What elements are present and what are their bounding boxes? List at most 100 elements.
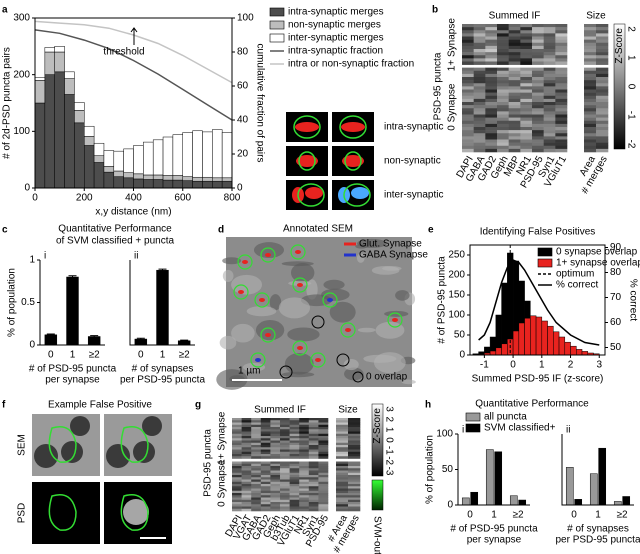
heatmap-cell <box>543 117 556 122</box>
chart-title: of SVM classified + puncta <box>56 236 175 247</box>
x-axis-label: # of PSD-95 puncta <box>450 524 538 535</box>
puncta <box>341 122 365 132</box>
heatmap-cell <box>318 497 329 501</box>
heatmap-cell <box>270 429 281 432</box>
heatmap-cell <box>348 497 361 501</box>
heatmap-cell <box>596 61 609 65</box>
heatmap-cell <box>232 493 242 496</box>
heatmap-cell <box>584 127 597 131</box>
heatmap-cell <box>348 477 361 480</box>
heatmap-cell <box>280 497 290 501</box>
heatmap-title: Summed IF <box>489 11 541 22</box>
heatmap-cell <box>508 133 521 137</box>
heatmap-cell <box>251 466 262 469</box>
heatmap-cell <box>348 490 361 494</box>
heatmap-cell <box>260 481 271 485</box>
heatmap-cell <box>473 114 486 118</box>
heatmap-cell <box>318 422 329 426</box>
heatmap-cell <box>543 24 556 28</box>
histogram-bar <box>44 74 55 189</box>
heatmap-cell <box>299 493 310 496</box>
histogram-bar <box>501 343 508 356</box>
y-tick-label: 200 <box>13 69 30 80</box>
error-bar <box>68 275 77 279</box>
legend-swatch <box>537 247 553 257</box>
sem-texture <box>231 274 263 295</box>
heatmap-cell <box>543 45 556 50</box>
heatmap-cell <box>497 139 509 143</box>
heatmap-cell <box>520 120 533 125</box>
heatmap-cell <box>270 440 281 444</box>
heatmap-cell <box>336 422 349 426</box>
heatmap-cell <box>241 493 252 496</box>
heatmap-cell <box>555 117 568 122</box>
heatmap-cell <box>241 479 252 483</box>
heatmap-cell <box>348 440 361 444</box>
sem-texture <box>356 238 387 249</box>
heatmap-cell <box>336 475 349 478</box>
image-label: intra-synaptic <box>384 122 443 133</box>
synapse-outline <box>233 284 249 300</box>
heatmap-cell <box>520 127 533 131</box>
heatmap-cell <box>520 133 533 137</box>
x-tick-label: ≥2 <box>616 510 627 521</box>
heatmap-cell <box>596 49 609 53</box>
y-axis-label: # of 2d-PSD puncta pairs <box>2 47 13 159</box>
heatmap-cell <box>299 502 310 505</box>
heatmap-cell <box>508 70 521 75</box>
heatmap-cell <box>473 145 486 150</box>
heatmap-cell <box>260 495 271 498</box>
x-tick-label: 0 <box>32 193 38 204</box>
heatmap-cell <box>584 27 597 31</box>
heatmap-cell <box>462 36 474 40</box>
heatmap-cell <box>473 36 486 40</box>
histogram-bar <box>547 325 554 356</box>
legend-label: optimum <box>556 269 594 280</box>
heatmap-cell <box>232 422 242 426</box>
heatmap-cell <box>299 506 310 510</box>
heatmap-cell <box>336 447 349 450</box>
heatmap-cell <box>543 114 556 118</box>
heatmap-cell <box>241 418 252 421</box>
heatmap-cell <box>485 70 498 75</box>
panel-letter: b <box>432 5 438 16</box>
heatmap-cell <box>241 475 252 478</box>
heatmap-cell <box>260 470 271 474</box>
heatmap-cell <box>543 67 556 72</box>
heatmap-cell <box>270 449 281 453</box>
colorbar-tick: -2 <box>383 456 394 465</box>
heatmap-cell <box>289 488 300 492</box>
heatmap-cell <box>348 466 361 469</box>
group-label: 0 Synapse <box>447 83 458 131</box>
y-tick-label: 100 <box>436 429 453 440</box>
x-axis-label: # of synapses <box>567 524 629 535</box>
heatmap-cell <box>280 445 290 448</box>
synapse-outline <box>344 151 362 171</box>
histogram-bar <box>84 136 95 146</box>
heatmap-cell <box>280 479 290 483</box>
heatmap-cell <box>520 39 533 44</box>
heatmap-cell <box>232 438 242 441</box>
heatmap-cell <box>596 120 609 125</box>
synapse-outline <box>293 115 321 139</box>
heatmap-cell <box>280 427 290 430</box>
x-axis-label: per PSD-95 puncta <box>555 535 640 546</box>
bar <box>598 447 607 506</box>
bar <box>509 495 518 506</box>
histogram-bar <box>192 180 203 189</box>
heatmap-cell <box>280 486 290 489</box>
heatmap-cell <box>299 466 310 469</box>
legend-swatch <box>537 258 553 268</box>
heatmap-cell <box>260 451 271 455</box>
heatmap-cell <box>520 108 533 112</box>
heatmap-cell <box>485 136 498 140</box>
error-bar <box>90 335 99 338</box>
heatmap-cell <box>520 33 533 37</box>
heatmap-cell <box>543 33 556 37</box>
heatmap-cell <box>260 499 271 503</box>
heatmap-cell <box>543 89 556 93</box>
heatmap-cell <box>241 420 252 423</box>
annotation: threshold <box>103 47 144 58</box>
histogram-bar <box>192 176 203 182</box>
